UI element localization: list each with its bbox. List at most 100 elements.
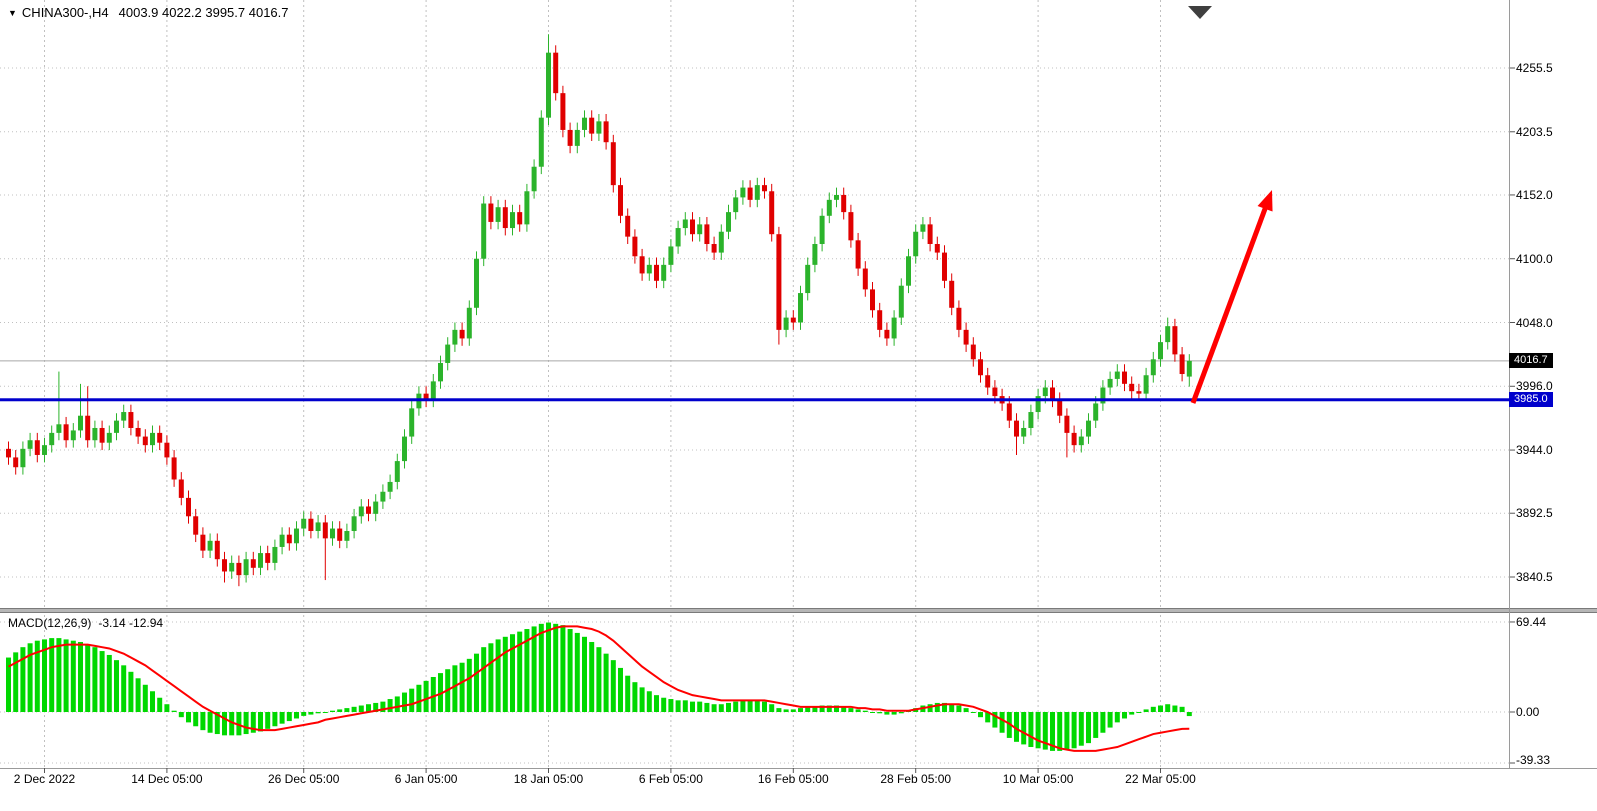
macd-histogram-bar [157,697,163,712]
price-axis-label: 3840.5 [1516,570,1553,584]
candle-body [157,432,163,443]
candle-body [236,562,242,576]
macd-histogram-bar [654,695,659,712]
macd-histogram-bar [531,626,537,712]
macd-histogram-bar [178,712,184,718]
trend-arrow-line[interactable] [1190,200,1271,404]
candle-body [855,240,861,269]
chart-shift-marker-icon [1188,6,1212,19]
candle-body [510,212,515,229]
macd-histogram-bar [697,701,703,712]
time-axis[interactable]: 2 Dec 2022 14 Dec 05:00 26 Dec 05:00 6 Jan … [0,770,1597,800]
macd-histogram-bar [272,712,278,727]
macd-histogram-bar [63,639,69,712]
macd-histogram-bar [1172,705,1178,712]
macd-histogram-bar [517,631,523,712]
price-axis[interactable]: 4255.5 4203.5 4152.0 4100.0 4048.0 3996.0 3944… [0,0,1597,768]
candle-body [452,329,458,345]
candle-body [20,448,26,468]
time-axis-label: 14 Dec 05:00 [131,772,203,786]
candle-body [1179,354,1185,375]
macd-histogram-bar [632,682,638,712]
candle-body [193,516,199,535]
candle-body [841,194,847,213]
time-axis-label: 6 Jan 05:00 [394,772,458,786]
macd-histogram-bar [366,704,371,712]
macd-histogram-bar [978,712,983,718]
candle-body [718,231,724,253]
macd-histogram-bar [805,706,811,712]
macd-histogram-bar [762,701,767,712]
candle-body [906,256,911,286]
candle-body [337,528,343,541]
macd-histogram-bar [258,712,263,732]
macd-histogram-bar [1150,706,1156,712]
candle-body [402,436,407,462]
macd-histogram-bar [474,653,479,712]
panel-splitter[interactable] [0,608,1597,613]
macd-histogram-bar [524,629,530,712]
macd-histogram-bar [639,687,645,712]
candle-body [826,199,832,216]
macd-histogram-bar [92,647,98,712]
candle-body [639,256,645,274]
macd-histogram-bar [20,647,26,712]
candle-body [351,516,357,532]
macd-histogram-bar [99,651,105,712]
macd-histogram-bar [236,712,242,736]
candle-body [1129,383,1135,392]
candle-body [1122,371,1127,384]
macd-histogram-bar [1042,712,1048,750]
macd-histogram-bar [603,653,609,712]
candle-body [222,559,227,572]
macd-histogram-bar [200,712,206,731]
macd-histogram-bar [1122,712,1127,719]
candle-body [272,546,278,563]
macd-histogram-bar [301,712,307,716]
macd-histogram-bar [502,636,508,712]
candle-body [733,197,739,213]
candle-body [106,432,112,443]
candle-body [1165,326,1171,343]
candle-body [898,285,904,318]
macd-histogram-bar [610,660,616,712]
symbol-dropdown-icon[interactable]: ▼ [8,8,17,18]
candle-body [27,440,33,449]
time-axis-label: 18 Jan 05:00 [513,772,584,786]
candle-body [344,531,350,541]
candle-body [445,344,451,363]
candle-body [618,185,623,216]
candle-body [85,415,91,441]
macd-histogram-bar [186,712,191,723]
macd-histogram-bar [265,712,271,729]
macd-histogram-bar [934,702,940,712]
candle-body [142,436,148,446]
macd-histogram-bar [661,697,667,712]
price-axis-label: 4100.0 [1516,251,1553,266]
macd-histogram-bar [999,712,1005,733]
candle-body [286,534,292,544]
trend-arrow-head[interactable] [1257,190,1273,212]
candle-body [42,445,47,455]
candle-body [366,506,371,514]
candle-body [963,329,969,345]
candle-body [1042,387,1048,397]
macd-indicator-label: MACD(12,26,9) -3.14 -12.94 [8,616,163,630]
macd-histogram-bar [6,657,11,712]
candle-body [798,293,803,323]
macd-histogram-bar [704,702,710,712]
candle-body [315,522,321,532]
candle-body [870,289,875,311]
candle-body [596,121,602,134]
macd-histogram-bar [373,702,379,712]
horizontal-level-line[interactable] [0,398,1510,402]
macd-histogram-bar [351,706,357,712]
macd-histogram-bar [150,691,155,712]
candle-body [495,207,501,222]
macd-histogram-bar [171,710,177,712]
candle-body [423,393,429,400]
macd-histogram-bar [1078,712,1084,746]
macd-histogram-bar [387,699,393,712]
macd-histogram-bar [870,712,875,713]
